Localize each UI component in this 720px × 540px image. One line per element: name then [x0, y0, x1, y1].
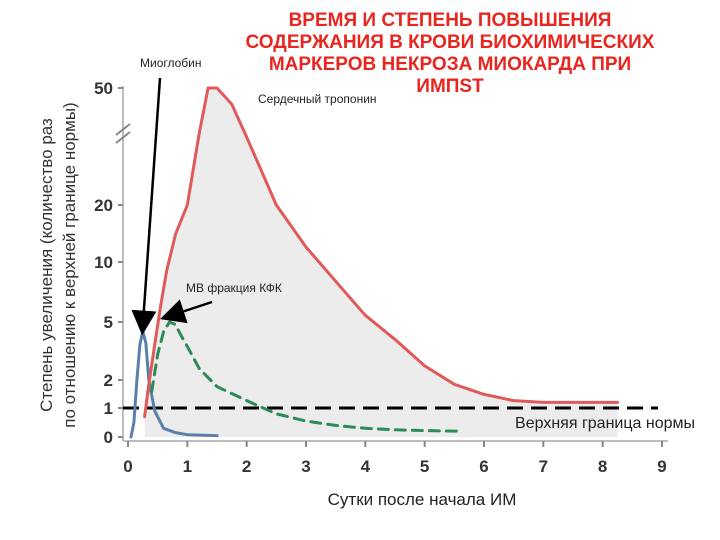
title-line: ВРЕМЯ И СТЕПЕНЬ ПОВЫШЕНИЯ [288, 10, 612, 31]
x-axis-label: Сутки после начала ИМ [328, 490, 517, 509]
title-line: МАРКЕРОВ НЕКРОЗА МИОКАРДА ПРИ [268, 54, 632, 75]
reference-line-label: Верхняя граница нормы [515, 415, 695, 432]
title-line: ИМПST [416, 76, 484, 97]
x-tick-label: 3 [301, 457, 310, 476]
annotation-label: Сердечный тропонин [258, 92, 377, 106]
y-tick-label: 0 [104, 428, 113, 447]
title-line: СОДЕРЖАНИЯ В КРОВИ БИОХИМИЧЕСКИХ [245, 32, 655, 53]
y-tick-label: 10 [94, 253, 113, 272]
annotation-label: МВ фракция КФК [186, 281, 282, 295]
y-tick-label: 1 [104, 399, 113, 418]
x-tick-label: 6 [479, 457, 488, 476]
x-tick-label: 9 [657, 457, 666, 476]
annotation-arrow [160, 299, 213, 324]
x-tick-label: 5 [420, 457, 429, 476]
x-tick-label: 4 [361, 457, 371, 476]
x-tick-label: 7 [539, 457, 548, 476]
y-tick-label: 2 [104, 371, 113, 390]
series-line-myoglobin [129, 330, 219, 439]
series-line-ckmb [150, 320, 462, 433]
axis-break-mark [115, 131, 131, 144]
y-tick-label: 50 [94, 79, 113, 98]
y-tick-label: 20 [94, 196, 113, 215]
x-tick-label: 1 [183, 457, 192, 476]
x-tick-label: 0 [123, 457, 132, 476]
x-tick-label: 2 [242, 457, 251, 476]
series-line-troponin [143, 86, 619, 419]
annotation-arrow [131, 77, 162, 336]
chart-title: ВРЕМЯ И СТЕПЕНЬ ПОВЫШЕНИЯ СОДЕРЖАНИЯ В К… [180, 10, 720, 98]
y-tick-label: 5 [104, 313, 113, 332]
annotation-label: Миоглобин [140, 56, 202, 70]
y-axis-label: Степень увеличения (количество раз [37, 118, 56, 412]
axis-break-mark [115, 123, 131, 136]
y-axis-label: по отношению к верхней границе нормы) [60, 102, 79, 427]
x-tick-label: 8 [598, 457, 607, 476]
